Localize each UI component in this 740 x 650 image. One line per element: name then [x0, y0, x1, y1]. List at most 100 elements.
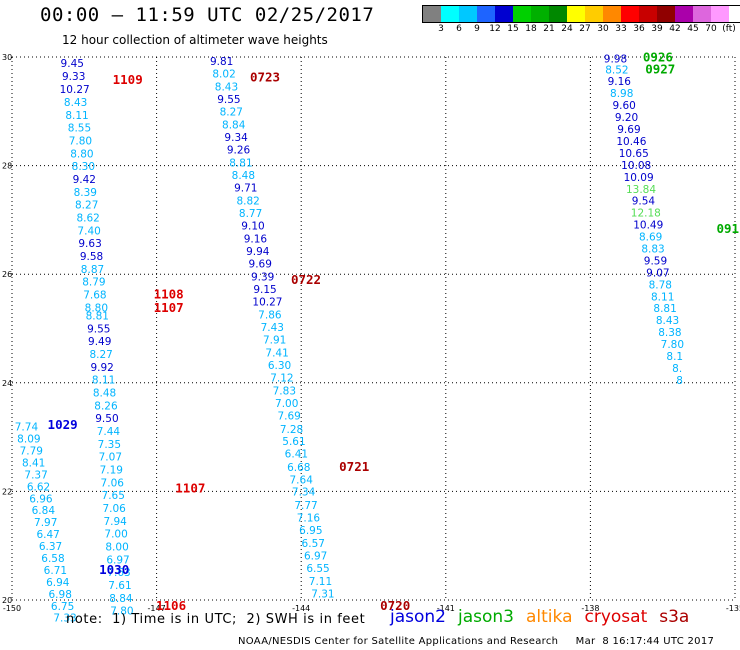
- swh-value-label: 7.65: [102, 490, 125, 502]
- swh-value-label: 7.31: [311, 588, 334, 600]
- swh-value-label: 6.96: [29, 493, 53, 505]
- swh-value-label: 8.48: [232, 170, 255, 182]
- chart-subtitle: 12 hour collection of altimeter wave hei…: [62, 33, 328, 47]
- colorbar-swatch: [621, 6, 639, 22]
- lat-tick-label: 22: [2, 487, 12, 496]
- swh-value-label: 6.98: [49, 589, 72, 601]
- swh-value-label: 8.87: [81, 264, 104, 276]
- swh-value-label: 9.16: [244, 234, 268, 246]
- swh-value-label: 7.06: [101, 478, 125, 490]
- swh-value-label: 6.71: [44, 565, 67, 577]
- swh-value-label: 8.11: [92, 374, 115, 386]
- swh-value-label: 7.74: [15, 422, 39, 434]
- swh-value-label: 9.54: [632, 196, 656, 208]
- swh-value-label: 7.41: [265, 348, 288, 360]
- swh-value-label: 6.47: [36, 529, 59, 541]
- colorbar-swatch: [459, 6, 477, 22]
- swh-value-label: 8.52: [605, 64, 628, 76]
- swh-value-label: 7.80: [661, 339, 684, 351]
- swh-value-label: 9.55: [87, 323, 110, 335]
- swh-value-label: 6.57: [302, 538, 325, 550]
- pass-time-label: 0723: [250, 69, 280, 84]
- lon-tick-label: -135: [726, 604, 740, 613]
- swh-value-label: 7.61: [108, 580, 131, 592]
- lat-tick-label: 26: [2, 270, 12, 279]
- swh-value-label: 8.27: [220, 107, 243, 119]
- wave-height-colorbar: 3 6 9 12 15 18 21 24 27 30 33 36 39 42 45 70 (ft): [422, 5, 740, 34]
- colorbar-swatch: [531, 6, 549, 22]
- lat-tick-label: 28: [2, 162, 12, 171]
- colorbar-swatch: [657, 6, 675, 22]
- colorbar-label: 12: [489, 24, 501, 34]
- swh-value-label: 9.60: [612, 100, 635, 112]
- swh-value-label: 7.33: [53, 613, 76, 625]
- swh-value-label: 9.49: [88, 336, 111, 348]
- colorbar-label: 45: [687, 24, 699, 34]
- legend-entry-s3a: s3a: [659, 607, 690, 627]
- swh-value-label: 8.26: [94, 400, 118, 412]
- swh-value-label: 7.97: [34, 517, 57, 529]
- swh-value-label: 8.82: [236, 196, 259, 208]
- colorbar-label: 18: [525, 24, 537, 34]
- swh-value-label: 7.64: [290, 474, 314, 486]
- swh-value-label: 8.43: [64, 97, 87, 109]
- swh-value-label: 9.69: [249, 259, 272, 271]
- swh-value-label: 8.39: [74, 187, 97, 199]
- pass-time-label: 1107: [175, 480, 205, 495]
- swh-value-label: 7.68: [83, 290, 106, 302]
- swh-value-label: 6.97: [106, 555, 129, 567]
- swh-value-label: 8.84: [109, 593, 133, 605]
- swh-value-label: 8.: [672, 363, 682, 375]
- lon-tick-label: -147: [148, 604, 166, 613]
- swh-value-label: 8.55: [68, 122, 91, 134]
- swh-value-label: 6.41: [285, 449, 308, 461]
- lat-tick-label: 24: [2, 379, 12, 388]
- swh-value-label: 8.79: [82, 277, 105, 289]
- swh-value-label: 9.63: [78, 238, 101, 250]
- lon-tick-label: -138: [581, 604, 599, 613]
- colorbar-label: 33: [615, 24, 627, 34]
- swh-value-label: 5.61: [282, 436, 305, 448]
- swh-value-label: 7.69: [277, 411, 300, 423]
- swh-value-label: 7.63: [107, 567, 130, 579]
- swh-value-label: 8.80: [70, 148, 93, 160]
- swh-value-label: 8.1: [666, 351, 683, 363]
- swh-value-label: 6.94: [46, 577, 70, 589]
- swh-value-label: 8.27: [89, 349, 112, 361]
- swh-value-label: 13.84: [626, 184, 656, 196]
- pass-time-label: 1106: [156, 598, 186, 613]
- colorbar-swatch: [585, 6, 603, 22]
- swh-value-label: 6.97: [304, 550, 327, 562]
- swh-value-label: 10.27: [252, 297, 282, 309]
- swh-value-label: 7.94: [103, 516, 127, 528]
- swh-value-label: 7.80: [69, 135, 92, 147]
- swh-value-label: 6.30: [268, 360, 291, 372]
- colorbar-swatch: [495, 6, 513, 22]
- swh-value-label: 8.98: [610, 88, 633, 100]
- swh-value-label: 7.07: [99, 451, 122, 463]
- swh-value-label: 10.27: [60, 84, 90, 96]
- swh-value-label: 10.08: [621, 160, 651, 172]
- satellite-legend: jason2 jason3 altika cryosat s3a: [390, 607, 701, 627]
- colorbar-swatch: [441, 6, 459, 22]
- swh-value-label: 9.98: [604, 53, 627, 65]
- pass-time-label: 0926: [643, 49, 673, 64]
- swh-value-label: 9.69: [617, 124, 640, 136]
- swh-value-label: 9.59: [644, 255, 667, 267]
- swh-value-label: 9.34: [224, 132, 248, 144]
- swh-value-label: 8.48: [93, 387, 116, 399]
- swh-value-label: 9.20: [615, 112, 638, 124]
- lon-tick-label: -144: [292, 604, 310, 613]
- swh-value-label: 8.02: [212, 69, 235, 81]
- swh-value-label: 8.11: [65, 110, 88, 122]
- swh-value-label: 8.11: [651, 291, 674, 303]
- swh-value-label: 8.81: [229, 158, 252, 170]
- swh-value-label: 8.43: [656, 315, 679, 327]
- swh-value-label: 9.33: [62, 71, 85, 83]
- swh-value-label: 8.43: [215, 82, 238, 94]
- pass-time-label: 091: [716, 221, 739, 236]
- swh-value-label: 8.38: [658, 327, 681, 339]
- swh-value-label: 10.46: [616, 136, 646, 148]
- pass-time-label: 0721: [339, 459, 369, 474]
